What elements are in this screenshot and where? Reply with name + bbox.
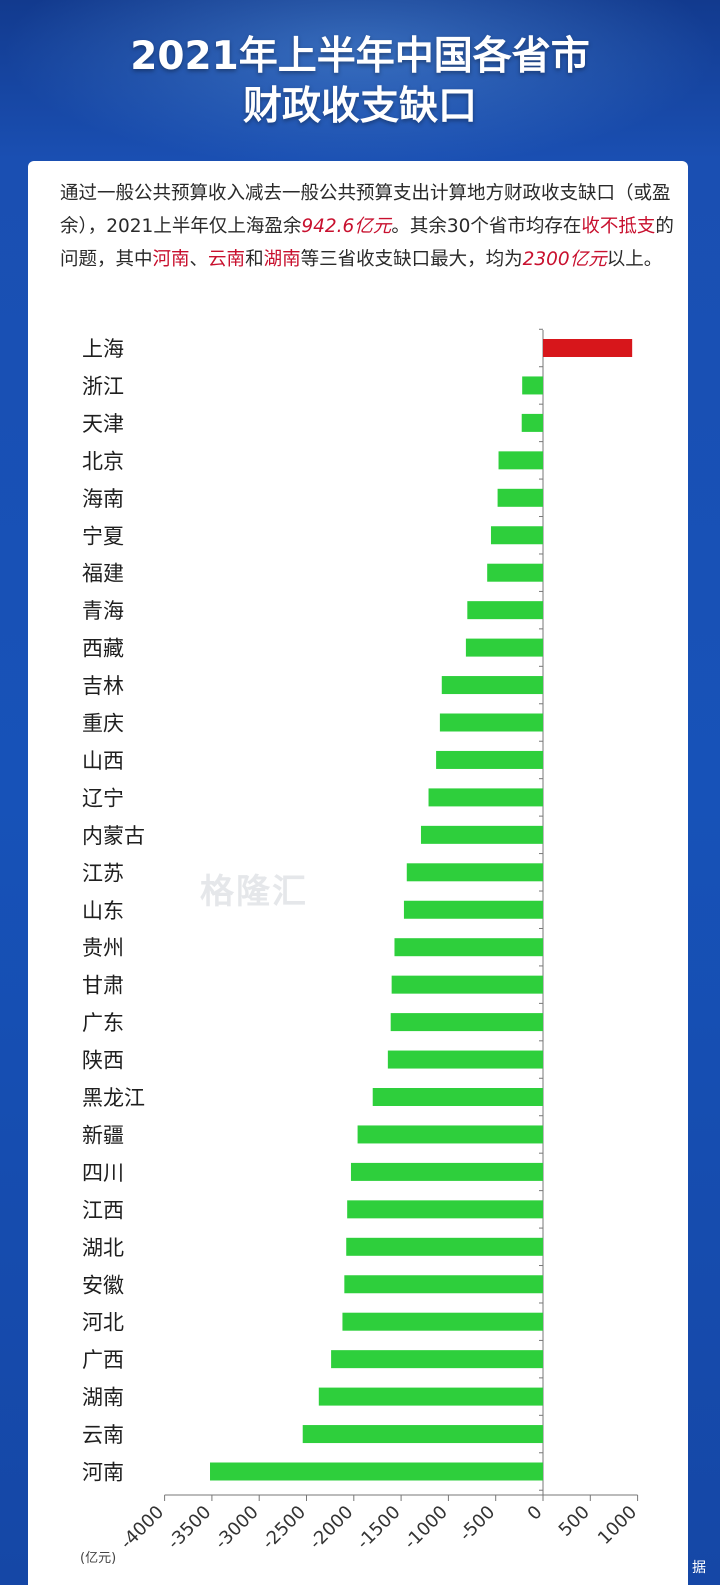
x-tick-label: -4000 <box>116 1502 168 1554</box>
bar-江西 <box>347 1200 543 1219</box>
category-label: 海南 <box>82 487 124 511</box>
category-label: 湖北 <box>82 1236 124 1260</box>
category-label: 江苏 <box>82 861 124 885</box>
desc-part: 的问题，其中 <box>60 216 674 270</box>
bar-河北 <box>342 1312 543 1331</box>
bar-西藏 <box>465 638 543 657</box>
x-tick-label: 1000 <box>594 1502 641 1549</box>
x-tick-label: -1000 <box>400 1502 452 1554</box>
category-label: 浙江 <box>82 374 124 398</box>
category-label: 广西 <box>82 1348 124 1372</box>
category-label: 贵州 <box>82 936 124 960</box>
title-line-1: 2021年上半年中国各省市 <box>130 34 590 79</box>
x-tick-label: -3500 <box>164 1502 216 1554</box>
category-label: 上海 <box>82 337 124 361</box>
bar-新疆 <box>357 1125 543 1144</box>
bar-宁夏 <box>490 526 543 545</box>
bar-青海 <box>467 601 543 620</box>
bar-海南 <box>497 488 543 507</box>
desc-part: 等三省收支缺口最大，均为 <box>300 249 523 270</box>
bar-内蒙古 <box>420 825 543 844</box>
category-label: 黑龙江 <box>82 1086 145 1110</box>
corner-text: 据 <box>692 1560 706 1576</box>
x-tick-label: -2500 <box>258 1502 310 1554</box>
category-label: 四川 <box>82 1161 124 1185</box>
bar-云南 <box>302 1425 543 1444</box>
bar-北京 <box>498 451 543 470</box>
desc-highlight-hunan: 湖南 <box>263 249 301 270</box>
desc-part: 通过一般公共预算收入减去一般公共预算支出计算地方财政收支缺口（或盈余），2021… <box>60 183 671 237</box>
category-label: 辽宁 <box>82 786 124 810</box>
title-line-2: 财政收支缺口 <box>242 84 477 129</box>
desc-highlight-amount: 2300亿元 <box>522 249 607 270</box>
category-label: 广东 <box>82 1011 124 1035</box>
category-label: 江西 <box>82 1198 124 1222</box>
unit-label: (亿元) <box>80 1551 116 1566</box>
desc-highlight-deficit: 收不抵支 <box>581 216 656 237</box>
category-label: 新疆 <box>82 1123 124 1147</box>
desc-part: 以上。 <box>606 249 663 270</box>
bar-吉林 <box>441 676 543 695</box>
desc-part: 。其余30个省市均存在 <box>391 216 582 237</box>
bar-浙江 <box>522 376 543 395</box>
desc-highlight-yunnan: 云南 <box>208 249 246 270</box>
category-label: 湖南 <box>82 1386 124 1410</box>
bar-辽宁 <box>428 788 543 807</box>
x-tick-label: 0 <box>524 1502 547 1525</box>
category-label: 山东 <box>82 899 124 923</box>
category-label: 福建 <box>82 562 124 586</box>
category-label: 北京 <box>82 449 124 473</box>
bar-安徽 <box>344 1275 543 1294</box>
bar-天津 <box>521 413 543 432</box>
bar-甘肃 <box>391 975 543 994</box>
category-label: 青海 <box>82 599 124 623</box>
bar-湖南 <box>318 1387 543 1406</box>
desc-part: 和 <box>245 249 264 270</box>
x-tick-label: 500 <box>555 1502 594 1541</box>
x-tick-label: -3000 <box>211 1502 263 1554</box>
bar-江苏 <box>406 863 543 882</box>
category-label: 云南 <box>82 1423 124 1447</box>
category-label: 陕西 <box>82 1049 124 1073</box>
bar-山东 <box>403 900 543 919</box>
category-label: 河南 <box>82 1461 124 1485</box>
desc-highlight-surplus: 942.6亿元 <box>301 216 392 237</box>
category-label: 天津 <box>82 412 124 436</box>
category-label: 重庆 <box>82 712 124 736</box>
watermark-logo: 格隆汇 <box>200 872 308 912</box>
chart-card <box>28 161 688 1585</box>
description-text: 通过一般公共预算收入减去一般公共预算支出计算地方财政收支缺口（或盈余），2021… <box>60 177 680 276</box>
bar-四川 <box>350 1162 543 1181</box>
category-label: 吉林 <box>82 674 124 698</box>
category-label: 山西 <box>82 749 124 773</box>
category-label: 宁夏 <box>82 524 124 548</box>
bar-福建 <box>487 563 543 582</box>
category-label: 内蒙古 <box>82 824 145 848</box>
desc-part: 、 <box>189 249 209 270</box>
x-tick-label: -500 <box>455 1502 499 1546</box>
bar-山西 <box>436 750 543 769</box>
x-tick-label: -1500 <box>353 1502 405 1554</box>
bar-贵州 <box>394 938 543 957</box>
page-title: 2021年上半年中国各省市 财政收支缺口 <box>0 32 720 132</box>
bar-陕西 <box>387 1050 543 1069</box>
x-tick-label: -2000 <box>305 1502 357 1554</box>
background-glow <box>0 0 720 170</box>
bar-广东 <box>390 1013 543 1032</box>
desc-highlight-henan: 河南 <box>152 249 190 270</box>
bar-湖北 <box>346 1237 543 1256</box>
bar-上海 <box>543 339 633 357</box>
category-label: 西藏 <box>82 637 124 661</box>
bar-广西 <box>331 1350 543 1369</box>
bar-重庆 <box>439 713 543 732</box>
bar-黑龙江 <box>372 1088 543 1106</box>
bar-河南 <box>210 1462 543 1481</box>
category-label: 安徽 <box>82 1273 124 1297</box>
category-label: 甘肃 <box>82 974 124 998</box>
category-label: 河北 <box>82 1311 124 1335</box>
